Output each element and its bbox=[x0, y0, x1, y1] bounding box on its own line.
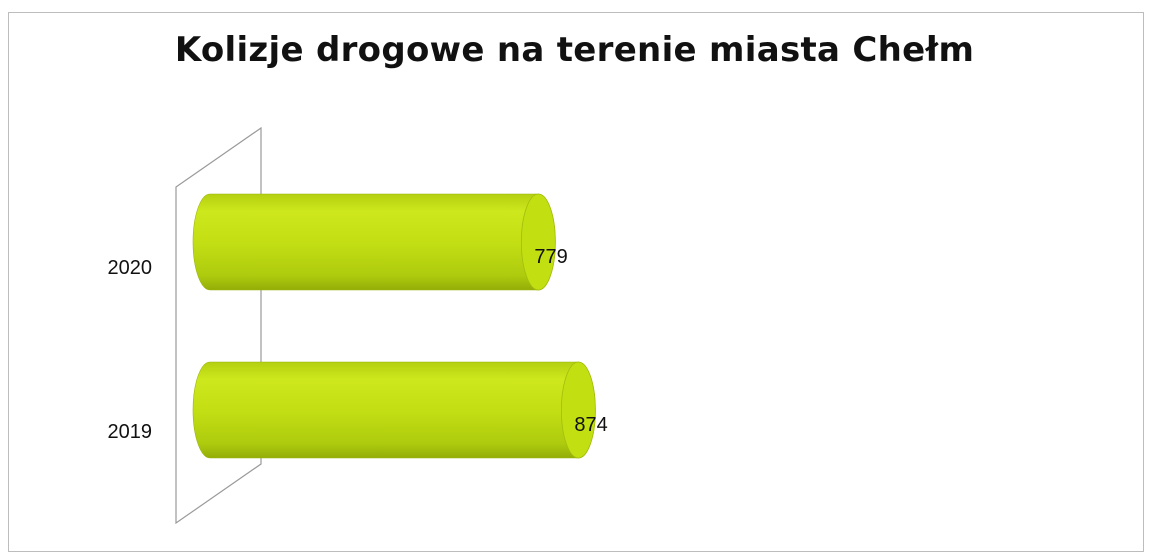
chart-frame bbox=[8, 12, 1144, 552]
bar-2019 bbox=[192, 361, 596, 459]
bar-2020 bbox=[192, 193, 556, 291]
bar-cap-2020 bbox=[520, 193, 556, 291]
bar-cap-2019 bbox=[560, 361, 596, 459]
data-label-2019: 874 bbox=[574, 414, 607, 436]
category-label-2019: 2019 bbox=[108, 421, 153, 443]
axis-wall bbox=[175, 126, 262, 525]
category-label-2020: 2020 bbox=[108, 257, 153, 279]
data-label-2020: 779 bbox=[534, 246, 567, 268]
chart-title: Kolizje drogowe na terenie miasta Chełm bbox=[174, 30, 975, 70]
